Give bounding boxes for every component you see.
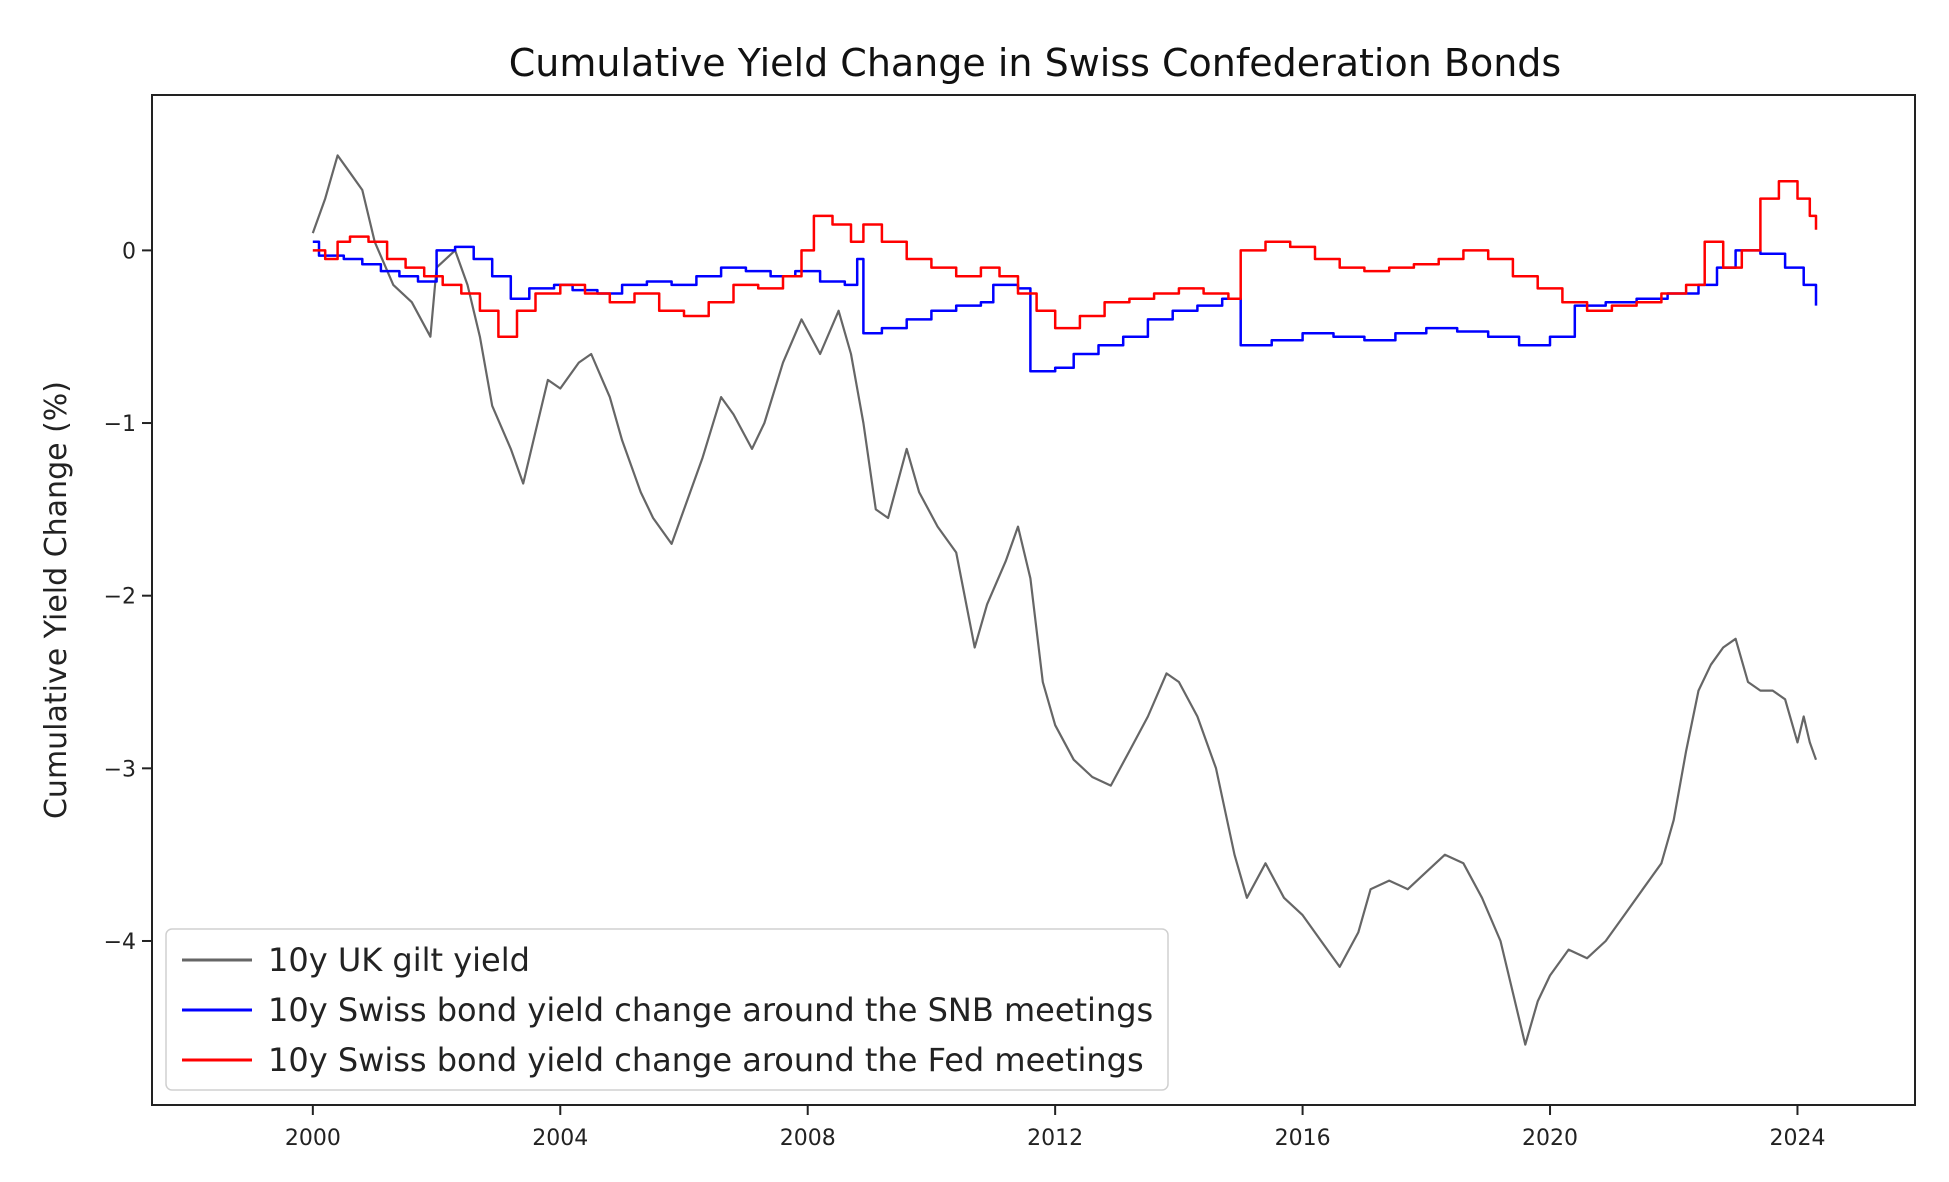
x-axis: 2000 2004 2008 2012 2016 2020 2024 [285,1105,1825,1151]
y-tick-label: −1 [104,412,136,437]
y-tick-label: −3 [104,757,136,782]
legend-label-snb: 10y Swiss bond yield change around the S… [268,991,1153,1029]
x-tick-label: 2000 [285,1126,341,1151]
y-axis-label: Cumulative Yield Change (%) [39,381,74,819]
series-layer [311,154,1818,1046]
legend-box [165,928,1169,1091]
legend[interactable]: 10y UK gilt yield 10y Swiss bond yield c… [165,928,1169,1091]
series-line-snb [312,240,1818,373]
x-tick-label: 2016 [1275,1126,1331,1151]
x-tick-label: 2012 [1027,1126,1083,1151]
series-line-fed [312,180,1818,338]
x-tick-label: 2024 [1769,1126,1825,1151]
y-tick-label: −4 [104,930,136,955]
y-tick-label: −2 [104,585,136,610]
x-tick-label: 2020 [1522,1126,1578,1151]
x-tick-label: 2008 [780,1126,836,1151]
legend-label-uk-gilt: 10y UK gilt yield [268,941,530,979]
y-tick-label: 0 [122,239,136,264]
x-tick-label: 2004 [532,1126,588,1151]
series-line-uk-gilt [311,154,1818,1046]
legend-label-fed: 10y Swiss bond yield change around the F… [268,1041,1144,1079]
y-axis: 0 −1 −2 −3 −4 [104,239,152,955]
plot-frame [151,94,1916,1106]
chart-title: Cumulative Yield Change in Swiss Confede… [509,41,1561,85]
